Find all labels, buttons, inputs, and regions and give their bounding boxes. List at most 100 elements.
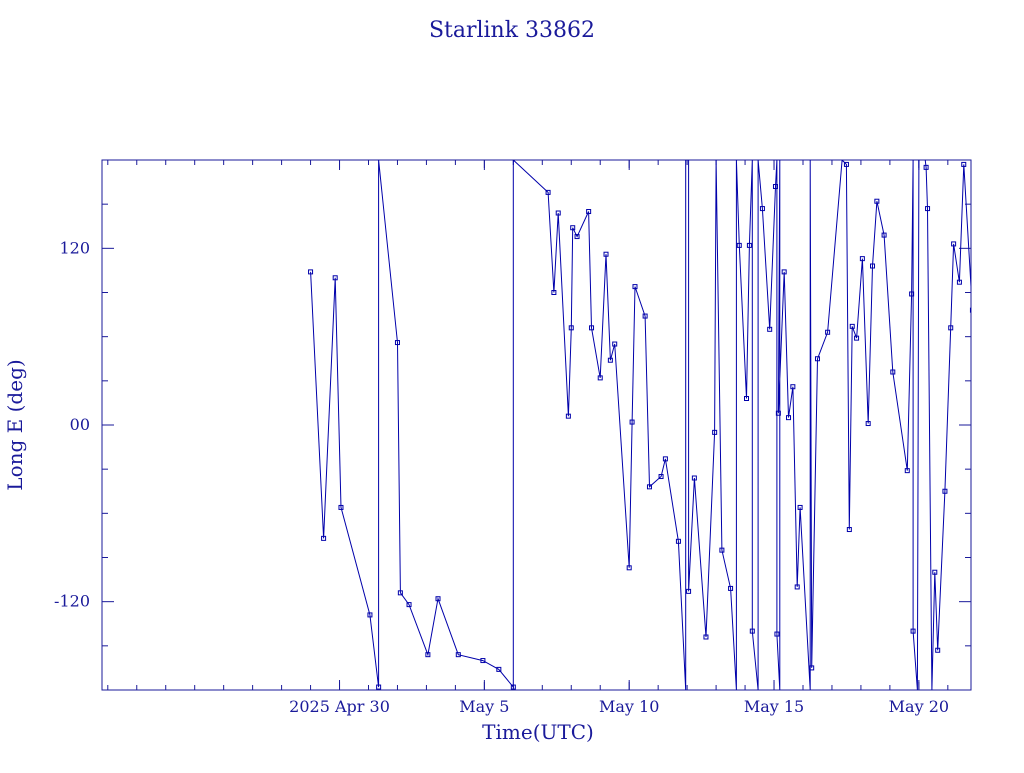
data-point	[308, 269, 314, 275]
data-point	[932, 569, 938, 575]
data-point	[728, 585, 734, 591]
x-tick-label: May 10	[599, 697, 659, 716]
data-point	[662, 456, 668, 462]
data-point	[744, 396, 750, 401]
data-point	[586, 209, 592, 215]
data-point	[854, 335, 860, 341]
plot-frame	[101, 159, 972, 691]
data-point	[909, 291, 915, 297]
data-point	[642, 313, 648, 319]
data-point	[976, 423, 980, 427]
data-point	[719, 547, 725, 553]
data-point	[775, 410, 781, 416]
data-point	[973, 558, 977, 562]
data-point	[555, 210, 561, 216]
x-tick-label: 2025 Apr 30	[289, 697, 390, 716]
data-point	[772, 184, 778, 189]
data-point	[774, 631, 780, 637]
data-point	[923, 164, 929, 170]
data-point	[425, 652, 431, 658]
data-point	[703, 634, 709, 640]
x-axis-label: Time(UTC)	[482, 720, 594, 744]
data-point	[545, 189, 551, 195]
x-tick-label: May 5	[459, 697, 509, 716]
data-point	[904, 468, 910, 474]
data-point	[767, 326, 773, 332]
data-point	[397, 590, 403, 596]
data-point	[948, 325, 954, 331]
data-point	[574, 234, 580, 240]
data-point	[712, 429, 718, 435]
data-point	[589, 325, 595, 331]
data-point	[814, 356, 820, 362]
data-point	[629, 419, 635, 425]
plot-area	[308, 160, 980, 690]
data-point	[781, 269, 787, 275]
data-point	[846, 527, 852, 533]
data-point	[510, 684, 516, 690]
data-point	[849, 323, 855, 329]
axis-ticks	[102, 160, 971, 690]
data-point	[749, 628, 755, 634]
y-tick-label: 00	[70, 415, 90, 434]
data-point	[607, 357, 613, 363]
data-point	[809, 665, 815, 671]
data-point	[870, 263, 876, 269]
y-axis-label: Long E (deg)	[3, 359, 27, 490]
data-point	[797, 504, 803, 510]
data-point	[551, 290, 557, 295]
data-point	[969, 307, 971, 313]
data-point	[406, 602, 412, 608]
series-group	[308, 160, 980, 690]
data-point	[935, 647, 941, 653]
data-point	[686, 588, 692, 594]
data-point	[925, 206, 931, 212]
data-point	[568, 325, 574, 331]
series-line	[310, 160, 971, 690]
x-tick-label: May 20	[889, 697, 949, 716]
data-point	[603, 251, 609, 257]
data-point	[951, 241, 957, 247]
data-point	[910, 628, 916, 634]
y-tick-label: 120	[59, 238, 90, 257]
data-point	[632, 284, 638, 290]
data-point	[736, 242, 742, 248]
data-point	[570, 225, 576, 231]
data-point	[455, 652, 461, 658]
data-point	[658, 474, 664, 480]
data-point	[859, 256, 865, 262]
data-point	[961, 161, 967, 167]
data-point	[626, 565, 632, 571]
data-point	[480, 658, 486, 664]
data-point	[435, 596, 441, 602]
data-point	[759, 206, 765, 212]
data-point	[565, 413, 571, 419]
data-point	[874, 198, 880, 204]
data-point	[843, 161, 849, 167]
data-point	[612, 341, 618, 347]
y-tick-label: -120	[54, 592, 90, 611]
data-point	[394, 340, 400, 346]
data-point	[890, 369, 896, 375]
data-point	[321, 535, 327, 541]
data-point	[675, 538, 681, 544]
data-point	[646, 484, 652, 490]
data-point	[367, 612, 373, 618]
data-point	[338, 504, 344, 510]
data-point	[942, 488, 948, 494]
data-point	[881, 232, 887, 238]
data-point	[790, 384, 796, 390]
data-point	[597, 375, 603, 381]
data-point	[376, 684, 382, 690]
data-point	[332, 275, 338, 281]
x-tick-label: May 15	[744, 697, 804, 716]
data-point	[794, 584, 800, 590]
data-point	[496, 666, 502, 672]
data-point	[691, 475, 697, 481]
data-point	[825, 329, 831, 335]
data-point	[786, 415, 792, 421]
chart-title: Starlink 33862	[429, 18, 595, 43]
